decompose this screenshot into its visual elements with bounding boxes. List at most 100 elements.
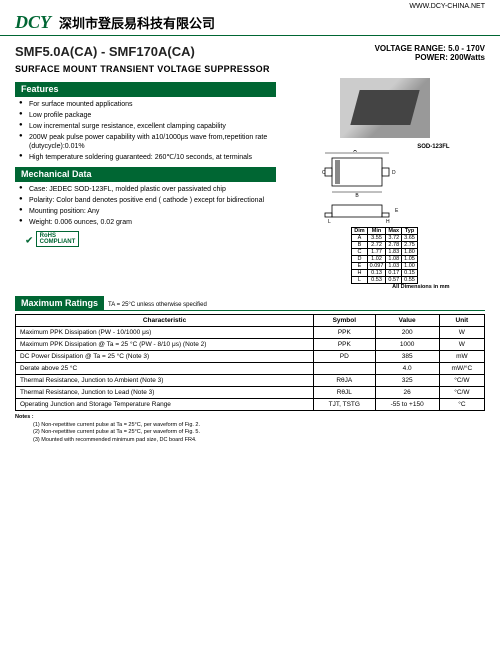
dim-cell: 3.72 [386, 235, 402, 242]
max-cell: PPK [314, 339, 375, 351]
svg-text:L: L [328, 219, 331, 225]
dim-cell: 1.83 [386, 249, 402, 256]
feature-item: Low profile package [19, 111, 276, 120]
svg-text:D: D [392, 170, 396, 176]
max-cell: 200 [375, 327, 439, 339]
notes-heading: Notes : [15, 414, 485, 422]
max-ratings-header: Maximum Ratings TA = 25°C unless otherwis… [15, 296, 485, 311]
max-cell: mW/°C [439, 363, 484, 375]
package-diagram: A B E L H C D [320, 150, 450, 225]
max-cell: °C/W [439, 387, 484, 399]
dim-cell: 2.78 [386, 242, 402, 249]
note-item: (3) Mounted with recommended minimum pad… [15, 437, 485, 445]
max-ratings-title: Maximum Ratings [15, 296, 104, 310]
left-column: Features For surface mounted application… [15, 78, 276, 290]
dim-cell: 1.00 [402, 263, 418, 270]
dim-cell: A [352, 235, 367, 242]
dim-cell: 1.03 [386, 263, 402, 270]
mech-item: Polarity: Color band denotes positive en… [19, 196, 276, 205]
max-cell: DC Power Dissipation @ Ta = 25 °C (Note … [16, 351, 314, 363]
max-cell: Maximum PPK Dissipation @ Ta = 25 °C (PW… [16, 339, 314, 351]
subtitle: SURFACE MOUNT TRANSIENT VOLTAGE SUPPRESS… [0, 64, 500, 78]
max-cell: 4.0 [375, 363, 439, 375]
max-cell: RθJL [314, 387, 375, 399]
dim-cell: B [352, 242, 367, 249]
max-ratings-condition: TA = 25°C unless otherwise specified [108, 302, 207, 308]
svg-text:B: B [355, 193, 359, 199]
part-number-title: SMF5.0A(CA) - SMF170A(CA) [15, 44, 195, 62]
max-cell: Thermal Resistance, Junction to Lead (No… [16, 387, 314, 399]
dim-header: Min [367, 228, 386, 235]
dim-cell: 1.02 [367, 256, 386, 263]
max-ratings-table: CharacteristicSymbolValueUnitMaximum PPK… [15, 314, 485, 411]
dim-cell: 0.17 [386, 270, 402, 277]
voltage-value: 5.0 - 170V [448, 44, 485, 53]
max-cell: Thermal Resistance, Junction to Ambient … [16, 375, 314, 387]
note-item: (2) Non-repetitive current pulse at Ta =… [15, 429, 485, 437]
feature-item: 200W peak pulse power capability with a1… [19, 133, 276, 151]
logo: DCY [15, 12, 51, 33]
max-header: Value [375, 315, 439, 327]
dim-cell: 1.08 [386, 256, 402, 263]
feature-item: For surface mounted applications [19, 100, 276, 109]
mech-item: Weight: 0.006 ounces, 0.02 gram [19, 218, 276, 227]
max-cell: Derate above 25 °C [16, 363, 314, 375]
features-list: For surface mounted applications Low prof… [15, 100, 276, 163]
max-cell: mW [439, 351, 484, 363]
dim-cell: 1.80 [402, 249, 418, 256]
mech-item: Mounting position: Any [19, 207, 276, 216]
dim-cell: 0.15 [402, 270, 418, 277]
header: DCY 深圳市登辰易科技有限公司 [0, 10, 500, 36]
specs: VOLTAGE RANGE: 5.0 - 170V POWER: 200Watt… [375, 44, 485, 62]
power-value: 200Watts [450, 53, 485, 62]
svg-text:A: A [353, 150, 357, 154]
mechanical-list: Case: JEDEC SOD-123FL, molded plastic ov… [15, 185, 276, 227]
dim-header: Dim [352, 228, 367, 235]
max-cell: TJT, TSTG [314, 399, 375, 411]
dim-cell: E [352, 263, 367, 270]
dim-cell: 1.77 [367, 249, 386, 256]
dim-cell: D [352, 256, 367, 263]
dim-cell: 0.13 [367, 270, 386, 277]
max-cell: Maximum PPK Dissipation (PW - 10/1000 μs… [16, 327, 314, 339]
dim-cell: 3.55 [367, 235, 386, 242]
mech-item: Case: JEDEC SOD-123FL, molded plastic ov… [19, 185, 276, 194]
dim-cell: 2.72 [367, 242, 386, 249]
dim-header: Max [386, 228, 402, 235]
dim-cell: 0.55 [402, 277, 418, 284]
dim-cell: C [352, 249, 367, 256]
features-heading: Features [15, 82, 276, 97]
max-cell: -55 to +150 [375, 399, 439, 411]
max-cell: 385 [375, 351, 439, 363]
voltage-label: VOLTAGE RANGE: [375, 44, 446, 53]
dim-cell: 0.53 [367, 277, 386, 284]
feature-item: High temperature soldering guaranteed: 2… [19, 153, 276, 162]
website-url: WWW.DCY-CHINA.NET [0, 0, 500, 10]
mechanical-heading: Mechanical Data [15, 167, 276, 182]
package-3d-image [340, 78, 430, 138]
svg-text:E: E [395, 208, 399, 214]
dim-cell: 0.097 [367, 263, 386, 270]
max-cell: RθJA [314, 375, 375, 387]
right-column: SOD-123FL A B E L H C D DimMinMaxTypA3.5… [284, 78, 485, 290]
company-name: 深圳市登辰易科技有限公司 [59, 13, 215, 32]
max-cell: 325 [375, 375, 439, 387]
dim-cell: 2.75 [402, 242, 418, 249]
rohs-text2: COMPLIANT [40, 239, 76, 245]
notes-section: Notes : (1) Non-repetitive current pulse… [0, 411, 500, 448]
max-cell [314, 363, 375, 375]
max-header: Symbol [314, 315, 375, 327]
rohs-badge: ✔ RoHSCOMPLIANT [25, 231, 276, 247]
dim-cell: 1.05 [402, 256, 418, 263]
svg-text:C: C [322, 170, 326, 176]
dim-cell: 3.65 [402, 235, 418, 242]
dim-cell: 0.57 [386, 277, 402, 284]
power-label: POWER: [415, 53, 448, 62]
max-cell: W [439, 339, 484, 351]
dimension-caption: All Dimensions in mm [320, 284, 450, 290]
dim-cell: H [352, 270, 367, 277]
note-item: (1) Non-repetitive current pulse at Ta =… [15, 422, 485, 430]
max-cell: °C/W [439, 375, 484, 387]
max-cell: 26 [375, 387, 439, 399]
dim-cell: L [352, 277, 367, 284]
